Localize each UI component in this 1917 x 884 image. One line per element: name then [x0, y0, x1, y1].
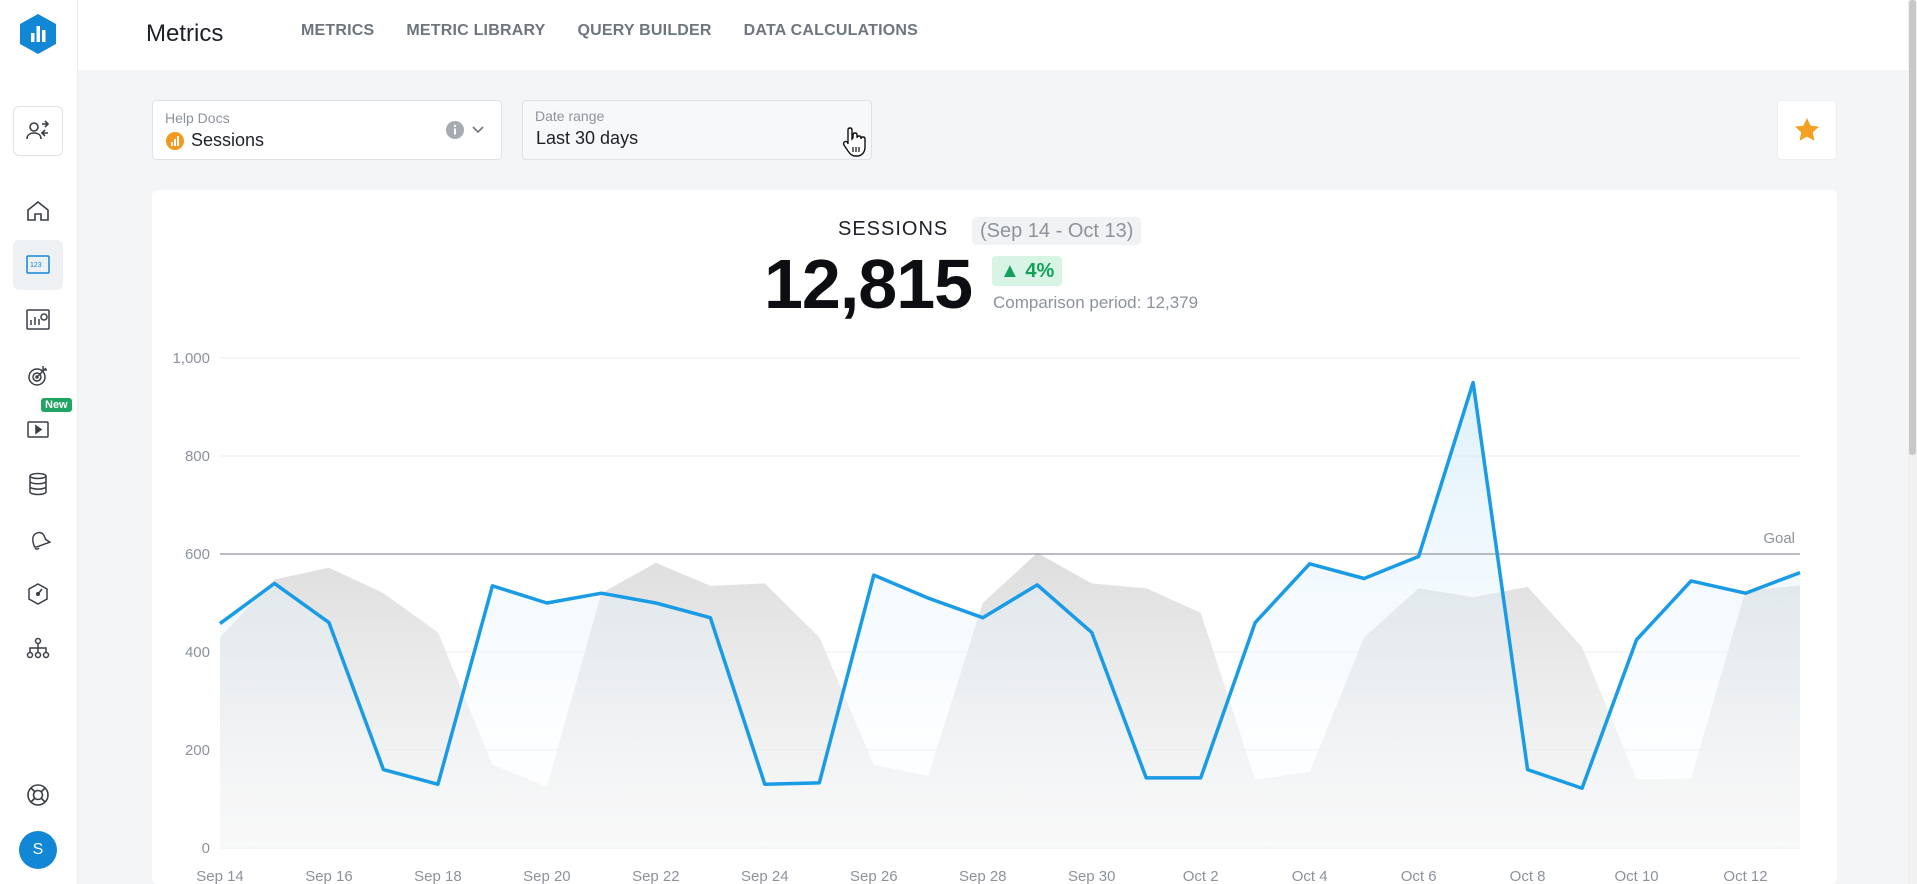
comparison-text: Comparison period: 12,379 [993, 293, 1199, 312]
user-avatar[interactable]: S [19, 831, 57, 869]
team-button[interactable] [13, 624, 63, 674]
date-range-value: Last 30 days [536, 128, 639, 148]
x-tick-label: Oct 10 [1614, 868, 1658, 884]
change-badge: ▲ 4% [992, 256, 1063, 286]
chevron-down-icon[interactable] [471, 123, 485, 137]
y-tick-label: 200 [185, 742, 210, 759]
goals-button[interactable] [13, 350, 63, 400]
metric-title: SESSIONS [838, 218, 949, 240]
metric-selector-value: Sessions [191, 130, 265, 150]
svg-text:123: 123 [30, 262, 42, 269]
x-tick-label: Oct 4 [1292, 868, 1328, 884]
metric-selector[interactable]: Help Docs Sessions [152, 100, 502, 160]
date-range-selector[interactable]: Date range Last 30 days [522, 100, 872, 160]
y-tick-label: 800 [185, 448, 210, 465]
y-tick-label: 400 [185, 644, 210, 661]
x-tick-label: Oct 6 [1401, 868, 1437, 884]
nav-data-calculations[interactable]: DATA CALCULATIONS [743, 22, 919, 39]
team-icon [26, 637, 50, 659]
scrollbar-thumb[interactable] [1909, 0, 1916, 455]
goals-icon [28, 366, 47, 386]
help-button[interactable] [13, 770, 63, 820]
logo-icon[interactable] [18, 12, 58, 56]
home-button[interactable] [13, 186, 63, 236]
x-tick-label: Oct 2 [1183, 868, 1219, 884]
info-icon[interactable] [446, 121, 464, 139]
sessions-line [218, 380, 1801, 790]
video-icon [27, 421, 49, 438]
performance-button[interactable] [13, 569, 63, 619]
x-tick-label: Sep 18 [414, 868, 462, 884]
star-icon [1795, 118, 1819, 141]
performance-icon [28, 583, 48, 605]
video-button[interactable]: New [13, 398, 72, 454]
page-title: Metrics [146, 20, 224, 47]
x-tick-label: Oct 12 [1723, 868, 1767, 884]
nav-metric-library[interactable]: METRIC LIBRARY [406, 22, 546, 39]
account-switch-button[interactable] [13, 106, 63, 156]
up-arrow-icon: ▲ [1000, 260, 1020, 282]
favorite-button[interactable] [1777, 100, 1837, 160]
home-icon [27, 200, 49, 221]
y-tick-label: 1,000 [172, 350, 210, 367]
x-tick-label: Sep 16 [305, 868, 353, 884]
nav-query-builder[interactable]: QUERY BUILDER [577, 22, 712, 39]
alerts-button[interactable] [13, 514, 63, 564]
new-badge: New [41, 398, 72, 412]
x-tick-label: Sep 14 [196, 868, 244, 884]
nav-metrics[interactable]: METRICS [301, 22, 375, 39]
current-area [220, 382, 1800, 848]
alerts-icon [32, 531, 51, 550]
x-tick-label: Sep 26 [850, 868, 898, 884]
top-bar: Metrics METRICS METRIC LIBRARY QUERY BUI… [78, 0, 1917, 70]
x-tick-label: Sep 22 [632, 868, 680, 884]
top-nav: METRICS METRIC LIBRARY QUERY BUILDER DAT… [301, 22, 918, 40]
date-range-label: Date range [535, 108, 605, 124]
dashboards-button[interactable] [13, 295, 63, 345]
metrics-icon: 123 [26, 255, 50, 274]
hand-cursor-icon [842, 127, 866, 157]
y-tick-label: 600 [185, 546, 210, 563]
data-sources-icon [29, 472, 47, 496]
google-analytics-icon [166, 132, 184, 150]
x-tick-label: Sep 24 [741, 868, 789, 884]
x-tick-label: Sep 30 [1068, 868, 1116, 884]
dashboards-icon [26, 309, 50, 330]
help-icon [27, 784, 49, 806]
metric-value: 12,815 [764, 245, 973, 323]
metric-selector-label: Help Docs [165, 110, 230, 126]
data-sources-button[interactable] [13, 459, 63, 509]
account-switch-icon [26, 120, 50, 140]
metrics-button[interactable]: 123 [13, 240, 63, 290]
goal-label: Goal [1763, 530, 1795, 547]
change-value: 4% [1025, 260, 1055, 282]
x-tick-label: Oct 8 [1510, 868, 1546, 884]
y-tick-label: 0 [202, 840, 210, 857]
x-tick-label: Sep 20 [523, 868, 571, 884]
x-tick-label: Sep 28 [959, 868, 1007, 884]
sidebar: 123 New S [0, 0, 78, 884]
date-range-pill: (Sep 14 - Oct 13) [972, 217, 1142, 245]
